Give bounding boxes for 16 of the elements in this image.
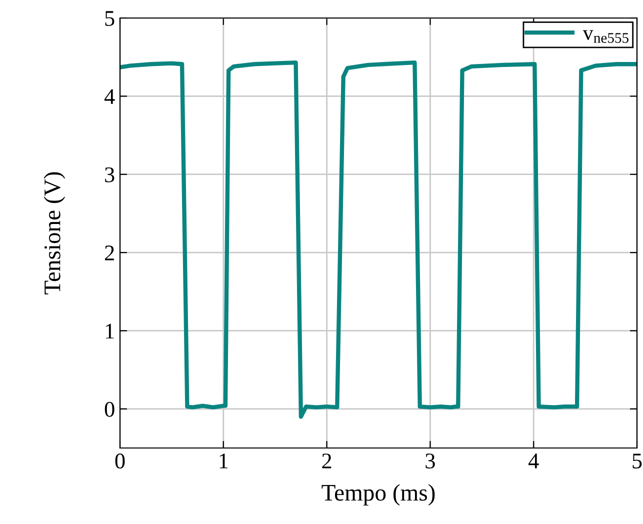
y-tick-label: 3 bbox=[105, 167, 114, 182]
x-tick-label: 2 bbox=[322, 454, 332, 468]
x-tick-label: 5 bbox=[632, 454, 642, 468]
y-tick-label: 1 bbox=[106, 324, 114, 338]
x-tick-label: 0 bbox=[115, 454, 125, 468]
x-tick-label: 1 bbox=[220, 454, 228, 468]
y-tick-label: 5 bbox=[105, 11, 114, 26]
line-series bbox=[120, 60, 637, 419]
x-axis-title: Tempo (ms) bbox=[322, 484, 435, 506]
x-tick-label: 4 bbox=[528, 454, 539, 468]
legend-label: v$_{ne555}$ bbox=[582, 30, 628, 43]
y-tick-label: 2 bbox=[105, 246, 114, 260]
y-tick-label: 4 bbox=[104, 89, 115, 104]
x-tick-label: 3 bbox=[426, 454, 435, 468]
y-tick-label: 0 bbox=[104, 402, 114, 417]
y-axis-title: Tensione (V) bbox=[44, 172, 66, 294]
